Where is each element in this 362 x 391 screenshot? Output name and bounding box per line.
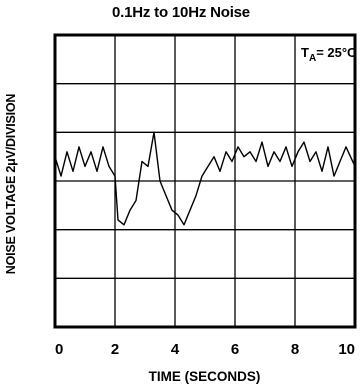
temperature-subscript: A <box>309 53 316 64</box>
temperature-symbol: T <box>301 45 309 60</box>
x-axis-label: TIME (SECONDS) <box>148 369 261 384</box>
grid-lines <box>55 35 355 327</box>
plot-frame <box>53 33 357 329</box>
x-tick-label: 10 <box>338 341 355 358</box>
temperature-annotation: TA= 25°C <box>301 45 357 64</box>
x-tick-label: 6 <box>231 341 239 358</box>
temperature-value: = 25°C <box>316 45 357 60</box>
x-tick-label: 0 <box>55 341 63 358</box>
x-tick-label: 2 <box>111 341 119 358</box>
x-tick-labels: 0 2 4 6 8 10 <box>55 341 355 358</box>
chart-title: 0.1Hz to 10Hz Noise <box>112 4 250 21</box>
noise-trace <box>54 131 356 226</box>
x-tick-label: 4 <box>171 341 180 358</box>
x-tick-label: 8 <box>291 341 299 358</box>
